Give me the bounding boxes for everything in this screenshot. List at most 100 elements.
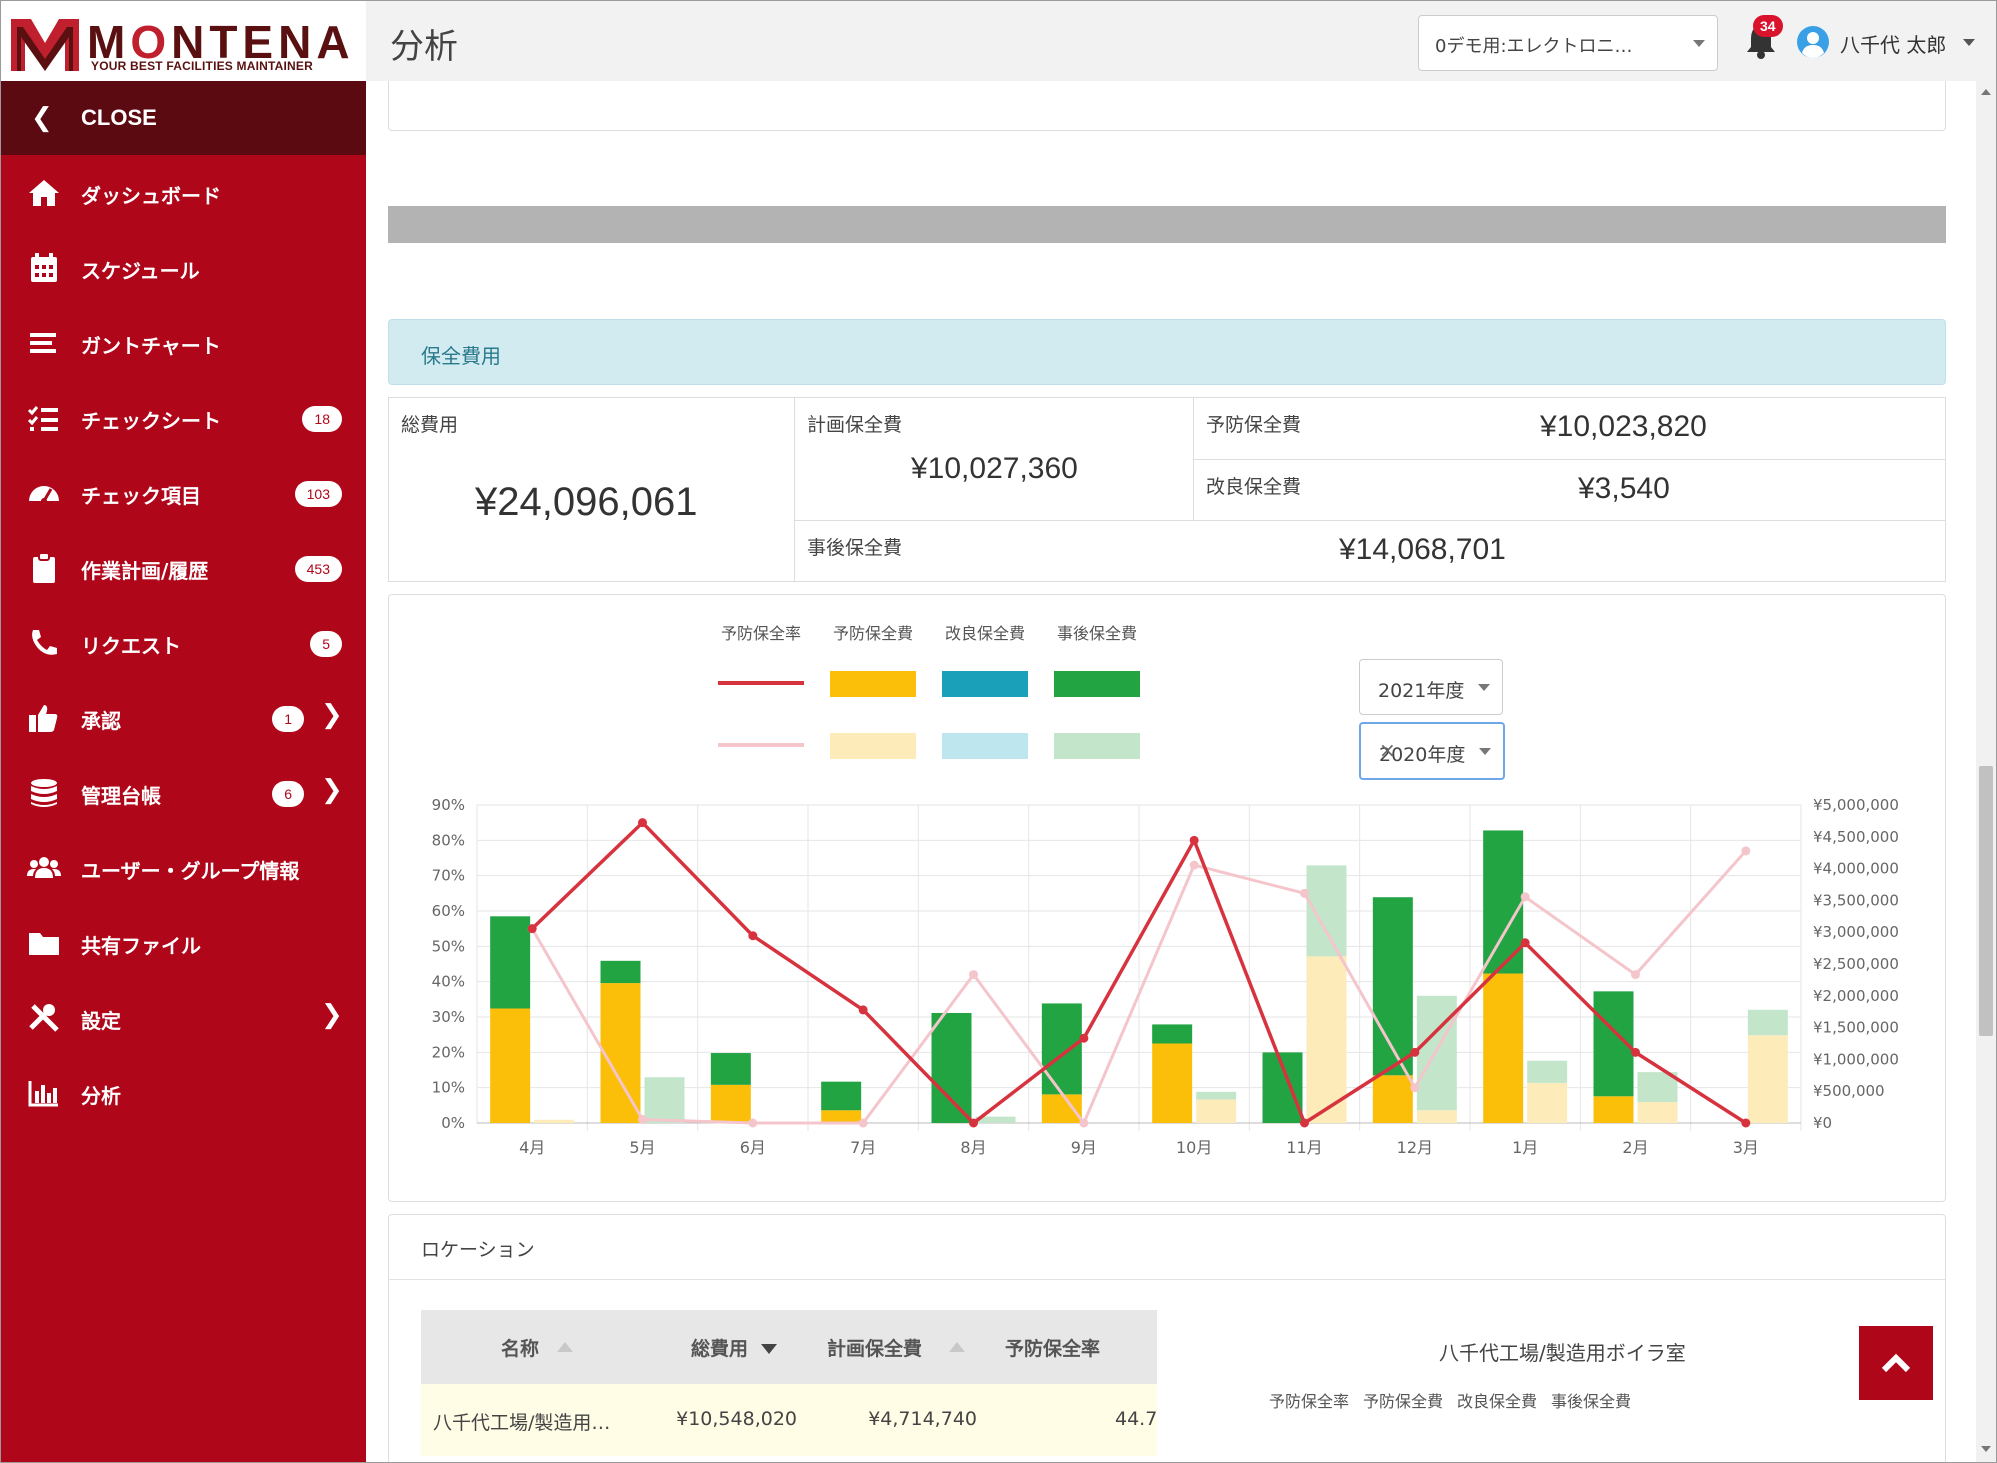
- year-select-primary[interactable]: 2021年度: [1359, 659, 1503, 715]
- sidebar-item-label: 分析: [81, 1084, 121, 1108]
- sidebar-item-label: チェック項目: [81, 484, 201, 508]
- app-logo[interactable]: MONTENA YOUR BEST FACILITIES MAINTAINER: [1, 1, 366, 81]
- y-right-tick-label: ¥5,000,000: [1813, 796, 1899, 814]
- sidebar-item-work-plans[interactable]: 作業計画/履歴 453: [1, 530, 366, 605]
- rate-2020-point: [858, 1118, 868, 1128]
- rate-2020-point: [638, 1114, 647, 1124]
- year-select-compare[interactable]: 2020年度 ×: [1359, 722, 1505, 780]
- sidebar-item-shared-files[interactable]: 共有ファイル: [1, 905, 366, 980]
- count-badge: 103: [294, 481, 342, 507]
- calendar-icon: [31, 253, 57, 282]
- column-header-planned[interactable]: 計画保全費: [807, 1310, 987, 1384]
- legend-swatch-improvement-2021: [942, 671, 1028, 697]
- sidebar-item-ledger[interactable]: 管理台帳 6 ❯: [1, 755, 366, 830]
- y-left-tick-label: 80%: [432, 831, 465, 849]
- scroll-down-icon[interactable]: [1981, 1446, 1991, 1452]
- total-cost-cell: 総費用 ¥24,096,061: [389, 398, 795, 581]
- preventive-cost-cell: 予防保全費 ¥10,023,820: [1194, 398, 1945, 460]
- sidebar-item-gantt[interactable]: ガントチャート: [1, 305, 366, 380]
- count-badge: 1: [272, 706, 304, 732]
- sidebar-item-dashboard[interactable]: ダッシュボード: [1, 155, 366, 230]
- sort-asc-icon: [949, 1342, 965, 1352]
- legend-label-post: 事後保全費: [1057, 624, 1137, 643]
- x-tick-label: 2月: [1622, 1138, 1648, 1157]
- column-header-total[interactable]: 総費用: [661, 1310, 807, 1384]
- rate-2021-point: [1631, 1047, 1640, 1057]
- site-select[interactable]: 0デモ用:エレクトロニ…: [1418, 15, 1718, 71]
- improvement-cost-label: 改良保全費: [1206, 476, 1302, 498]
- scroll-up-icon[interactable]: [1981, 89, 1991, 95]
- bar-2020-preventive-bar: [1306, 956, 1347, 1123]
- preventive-cost-value: ¥10,023,820: [1540, 410, 1707, 443]
- user-avatar-icon[interactable]: [1796, 25, 1830, 59]
- sidebar-close-button[interactable]: ❮ CLOSE: [1, 81, 366, 155]
- sidebar-item-label: ユーザー・グループ情報: [81, 859, 300, 883]
- legend-swatch-preventive-2021: [830, 671, 916, 697]
- sidebar-item-check-items[interactable]: チェック項目 103: [1, 455, 366, 530]
- bar-2020-preventive-bar: [1416, 1110, 1457, 1123]
- back-to-top-button[interactable]: [1859, 1326, 1933, 1400]
- y-left-tick-label: 60%: [432, 902, 465, 920]
- rate-2020-point: [1631, 970, 1640, 980]
- year-select-compare-value: 2020年度: [1379, 744, 1466, 766]
- bar-2020-post-bar: [1306, 865, 1347, 957]
- y-right-tick-label: ¥2,000,000: [1813, 987, 1899, 1005]
- chevron-right-icon: ❯: [321, 1000, 343, 1030]
- x-tick-label: 4月: [519, 1138, 545, 1157]
- improvement-cost-cell: 改良保全費 ¥3,540: [1194, 460, 1945, 521]
- legend-swatch-preventive-2020: [830, 733, 916, 759]
- user-name[interactable]: 八千代 太郎: [1840, 33, 1947, 57]
- improvement-cost-value: ¥3,540: [1578, 472, 1670, 505]
- x-tick-label: 8月: [960, 1138, 986, 1157]
- mini-legend-preventive: 予防保全費: [1363, 1392, 1444, 1411]
- cost-summary: 総費用 ¥24,096,061 計画保全費 ¥10,027,360 予防保全費 …: [388, 397, 1946, 582]
- planned-cost-label: 計画保全費: [807, 414, 903, 436]
- bar-2021-post-bar: [1372, 897, 1413, 1076]
- mini-legend-rate: 予防保全率: [1269, 1392, 1350, 1411]
- planned-cost-cell: 計画保全費 ¥10,027,360: [795, 398, 1194, 521]
- sidebar-item-checksheet[interactable]: チェックシート 18: [1, 380, 366, 455]
- home-icon: [29, 180, 59, 206]
- mini-legend-post: 事後保全費: [1551, 1392, 1632, 1411]
- sidebar-item-schedule[interactable]: スケジュール: [1, 230, 366, 305]
- sidebar-item-settings[interactable]: 設定 ❯: [1, 980, 366, 1055]
- rate-2020-point: [748, 1118, 758, 1128]
- database-icon: [31, 779, 57, 807]
- bar-2020-post-bar: [975, 1116, 1016, 1123]
- rate-2021-line: [530, 820, 1747, 1126]
- y-left-tick-label: 10%: [432, 1079, 465, 1097]
- column-header-name[interactable]: 名称: [421, 1310, 661, 1384]
- sort-asc-icon: [557, 1342, 573, 1352]
- chevron-right-icon: ❯: [321, 700, 343, 730]
- sidebar-item-request[interactable]: リクエスト 5: [1, 605, 366, 680]
- sidebar-item-label: 共有ファイル: [81, 934, 201, 958]
- count-badge: 6: [272, 781, 304, 807]
- maintenance-cost-chart: 0% 10% 20% 30% 40% 50% 60% 70% 80% 90% ¥0 ¥500,000 ¥…: [432, 624, 1899, 1157]
- rate-2021-point: [1741, 1118, 1751, 1128]
- sidebar-item-analysis[interactable]: 分析: [1, 1055, 366, 1130]
- bar-2021-post-bar: [1041, 1003, 1082, 1095]
- breakdown-cost-label: 事後保全費: [807, 537, 903, 559]
- y-right-tick-label: ¥1,500,000: [1813, 1019, 1899, 1037]
- sidebar-item-users[interactable]: ユーザー・グループ情報: [1, 830, 366, 905]
- page-scrollbar[interactable]: [1976, 81, 1996, 1462]
- table-cell: ¥10,548,020: [661, 1384, 808, 1456]
- x-tick-label: 12月: [1397, 1138, 1433, 1157]
- legend-label-rate: 予防保全率: [721, 624, 801, 643]
- bar-2020-preventive-bar: [1527, 1082, 1568, 1123]
- clear-selection-icon[interactable]: ×: [1379, 738, 1396, 762]
- rate-2020-point: [1079, 1118, 1089, 1128]
- column-header-preventive-rate[interactable]: 予防保全率: [987, 1310, 1157, 1384]
- chevron-right-icon: ❯: [321, 775, 343, 805]
- table-row[interactable]: 八千代工場/製造用…: [421, 1384, 662, 1456]
- caret-down-icon[interactable]: [1963, 39, 1975, 46]
- sidebar-item-approval[interactable]: 承認 1 ❯: [1, 680, 366, 755]
- rate-2021-point: [1520, 938, 1530, 948]
- y-right-tick-label: ¥500,000: [1813, 1082, 1885, 1100]
- x-tick-label: 7月: [850, 1138, 876, 1157]
- bar-2021-post-bar: [1152, 1024, 1193, 1044]
- y-left-tick-label: 90%: [432, 796, 465, 814]
- location-card: ロケーション 名称 総費用 計画保全費 予防保全率 八千代工場/製造用… ¥10…: [388, 1214, 1946, 1462]
- scroll-thumb[interactable]: [1979, 766, 1993, 1036]
